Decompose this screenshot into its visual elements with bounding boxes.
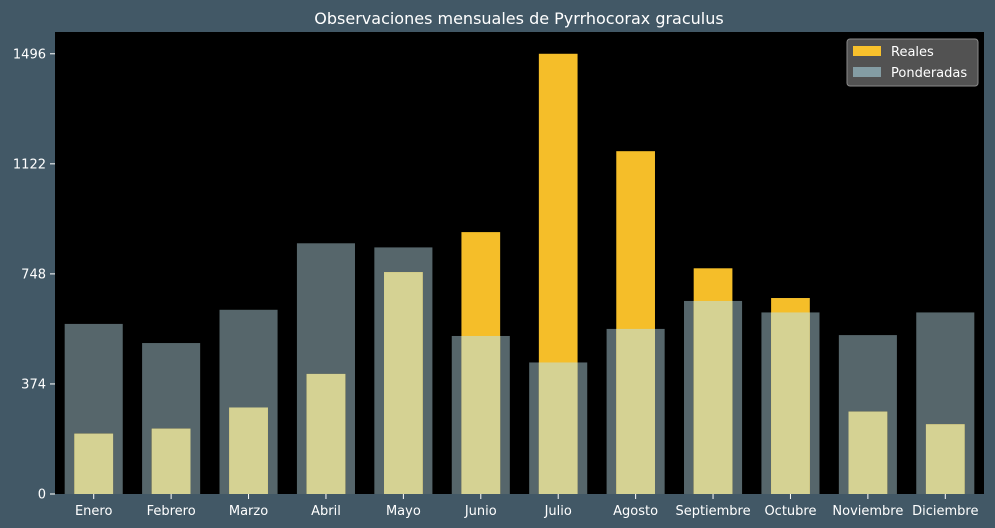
- x-tick-label-10: Noviembre: [832, 504, 903, 519]
- y-tick-label-0: 0: [38, 488, 46, 503]
- x-tick-label-9: Octubre: [764, 504, 816, 519]
- bar-overlap-10: [848, 411, 888, 494]
- bar-overlap-6: [538, 362, 578, 494]
- y-tick-label-1: 374: [21, 377, 46, 392]
- bar-overlap-11: [925, 424, 965, 494]
- legend: Reales Ponderadas: [846, 38, 979, 87]
- y-tick-label-3: 1122: [13, 157, 46, 172]
- x-tick-label-8: Septiembre: [675, 504, 750, 519]
- legend-label-0: Reales: [891, 45, 934, 60]
- x-tick-label-7: Agosto: [613, 504, 658, 519]
- x-tick-label-11: Diciembre: [912, 504, 978, 519]
- y-tick-label-2: 748: [21, 267, 46, 282]
- legend-swatch-1: [853, 67, 881, 77]
- real-bars: [74, 53, 965, 495]
- chart-title: Observaciones mensuales de Pyrrhocorax g…: [314, 9, 723, 28]
- y-tick-label-4: 1496: [13, 47, 46, 62]
- x-tick-label-6: Julio: [544, 504, 572, 519]
- legend-swatch-0: [853, 46, 881, 56]
- x-tick-label-0: Enero: [75, 504, 113, 519]
- bar-overlap-3: [306, 373, 346, 494]
- x-tick-label-5: Junio: [464, 504, 497, 519]
- bar-overlap-9: [771, 312, 810, 494]
- bar-overlap-5: [461, 335, 501, 494]
- bar-overlap-8: [693, 300, 733, 494]
- bar-overlap-1: [151, 428, 191, 494]
- bar-overlap-4: [384, 272, 423, 494]
- x-tick-label-1: Febrero: [147, 504, 196, 519]
- bar-overlap-2: [229, 407, 268, 494]
- bar-overlap-0: [74, 433, 114, 494]
- plot-area: [55, 32, 984, 494]
- x-tick-label-3: Abril: [311, 504, 341, 519]
- legend-label-1: Ponderadas: [891, 66, 967, 81]
- x-tick-label-4: Mayo: [386, 504, 421, 519]
- y-axis: 0 374 748 1122 1496: [13, 47, 55, 503]
- bar-overlap-7: [616, 328, 655, 494]
- x-tick-label-2: Marzo: [229, 504, 268, 519]
- x-axis: Enero Febrero Marzo Abril Mayo Junio Julio Agos…: [75, 494, 978, 519]
